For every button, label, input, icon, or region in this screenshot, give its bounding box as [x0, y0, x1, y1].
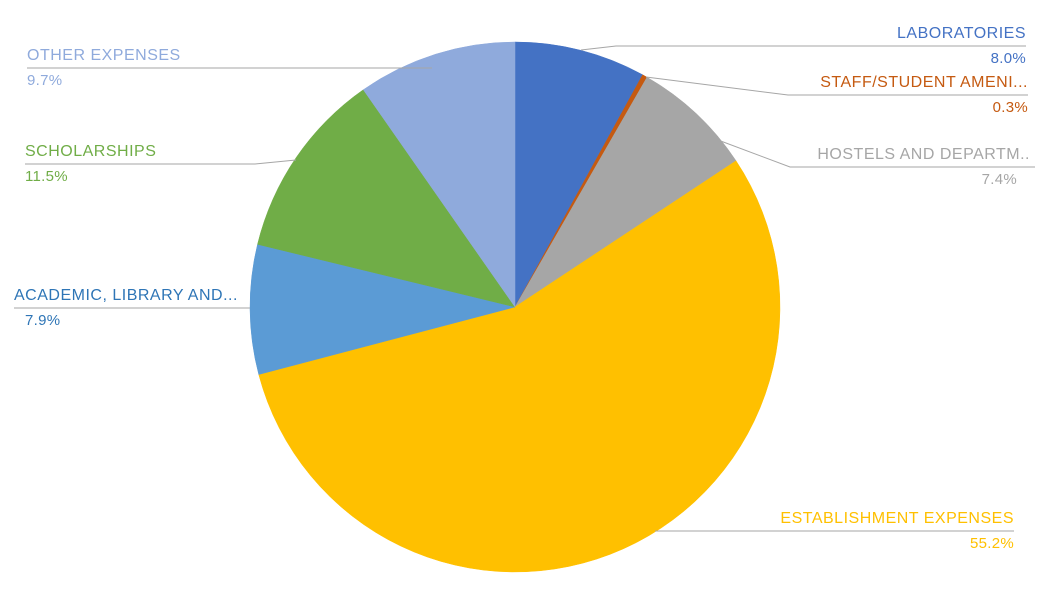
leader-line-staff-student-amenities: [645, 76, 1028, 96]
slice-pct-staff-student-amenities: 0.3%: [992, 99, 1028, 116]
leader-line-scholarships: [25, 159, 297, 165]
slice-pct-laboratories: 8.0%: [990, 50, 1026, 67]
pie-slice-laboratories[interactable]: [514, 41, 643, 308]
slice-pct-scholarships: 11.5%: [25, 168, 68, 185]
pie-slice-scholarships[interactable]: [257, 89, 516, 308]
pie-slice-hostels-and-departments[interactable]: [514, 76, 737, 308]
slice-name-laboratories: LABORATORIES: [897, 25, 1026, 42]
leader-line-laboratories: [580, 45, 1026, 51]
slice-pct-establishment-expenses: 55.2%: [969, 535, 1014, 552]
slice-name-establishment-expenses: ESTABLISHMENT EXPENSES: [780, 510, 1014, 527]
slice-pct-hostels-and-departments: 7.4%: [981, 171, 1017, 188]
slice-name-other-expenses: OTHER EXPENSES: [27, 47, 181, 64]
slice-name-academic-library: ACADEMIC, LIBRARY AND...: [14, 287, 238, 304]
slice-pct-academic-library: 7.9%: [25, 312, 61, 329]
leader-line-hostels-and-departments: [717, 139, 1035, 168]
slice-name-staff-student-amenities: STAFF/STUDENT AMENI...: [820, 74, 1028, 91]
slice-pct-other-expenses: 9.7%: [27, 72, 63, 89]
pie-slice-academic-library[interactable]: [249, 244, 516, 375]
slice-name-hostels-and-departments: HOSTELS AND DEPARTM..: [817, 146, 1030, 163]
slice-name-scholarships: SCHOLARSHIPS: [25, 143, 157, 160]
pie-slice-other-expenses[interactable]: [362, 41, 516, 308]
pie-slice-establishment-expenses[interactable]: [258, 160, 781, 573]
